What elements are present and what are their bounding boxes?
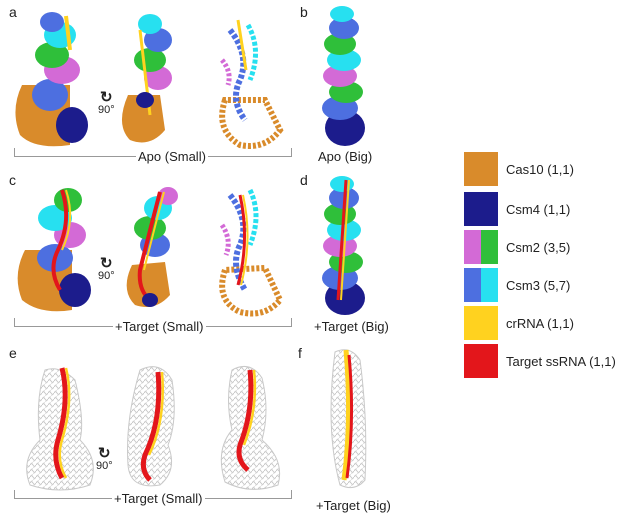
panel-c-view-2	[126, 187, 178, 308]
legend-swatch-csm3	[464, 268, 498, 302]
legend-label: Target ssRNA (1,1)	[506, 353, 616, 369]
panel-d-structure	[322, 176, 365, 315]
panel-c-view-1	[17, 188, 91, 312]
swatch-color	[464, 152, 498, 186]
panel-f-density	[330, 349, 367, 489]
rotate-icon: ↻	[100, 255, 113, 272]
caption-f: +Target (Big)	[314, 498, 393, 513]
legend-swatch-crrna	[464, 306, 498, 340]
panel-a-view-3-cartoon	[219, 19, 284, 149]
swatch-color	[464, 268, 481, 302]
rotation-label-c: 90°	[98, 270, 115, 282]
panel-label-f: f	[298, 345, 302, 361]
rotate-icon: ↻	[98, 445, 111, 462]
panel-e-view-3	[220, 365, 281, 490]
panel-label-a: a	[9, 4, 17, 20]
caption-b: Apo (Big)	[316, 149, 375, 164]
panel-label-b: b	[300, 4, 308, 20]
legend-label: crRNA (1,1)	[506, 315, 574, 331]
legend-label: Csm3 (5,7)	[506, 277, 571, 293]
legend-label: Csm2 (3,5)	[506, 239, 571, 255]
rotate-icon: ↻	[100, 89, 113, 106]
swatch-color	[481, 268, 498, 302]
swatch-color	[481, 230, 498, 264]
panel-c-view-3-cartoon	[219, 188, 284, 317]
legend-item-csm4: Csm4 (1,1)	[464, 192, 570, 226]
rotation-indicator-a: ↻ 90°	[98, 89, 115, 116]
panel-label-c: c	[9, 172, 16, 188]
legend-item-cas10: Cas10 (1,1)	[464, 152, 574, 186]
swatch-color	[464, 344, 498, 378]
caption-e: +Target (Small)	[112, 491, 205, 506]
legend-item-csm3: Csm3 (5,7)	[464, 268, 570, 302]
rotation-label-e: 90°	[96, 460, 113, 472]
panel-label-e: e	[9, 345, 17, 361]
legend-item-csm2: Csm2 (3,5)	[464, 230, 570, 264]
caption-d: +Target (Big)	[312, 319, 391, 334]
legend-item-target-ssrna: Target ssRNA (1,1)	[464, 344, 616, 378]
panel-label-d: d	[300, 172, 308, 188]
panel-e-view-1	[26, 367, 94, 491]
legend-item-crrna: crRNA (1,1)	[464, 306, 574, 340]
panel-a-view-2	[121, 14, 172, 143]
panel-b-structure	[322, 6, 365, 146]
legend-label: Cas10 (1,1)	[506, 161, 574, 177]
legend-swatch-csm2	[464, 230, 498, 264]
swatch-color	[464, 192, 498, 226]
panel-e-view-2	[127, 366, 175, 487]
swatch-color	[464, 306, 498, 340]
swatch-color	[464, 230, 481, 264]
legend-label: Csm4 (1,1)	[506, 201, 571, 217]
legend-swatch-target-ssrna	[464, 344, 498, 378]
panel-a-view-1	[15, 12, 88, 147]
caption-a: Apo (Small)	[136, 149, 208, 164]
legend-swatch-cas10	[464, 152, 498, 186]
caption-c: +Target (Small)	[113, 319, 206, 334]
legend-swatch-csm4	[464, 192, 498, 226]
rotation-indicator-e: ↻ 90°	[96, 445, 113, 472]
rotation-indicator-c: ↻ 90°	[98, 255, 115, 282]
rotation-label-a: 90°	[98, 104, 115, 116]
